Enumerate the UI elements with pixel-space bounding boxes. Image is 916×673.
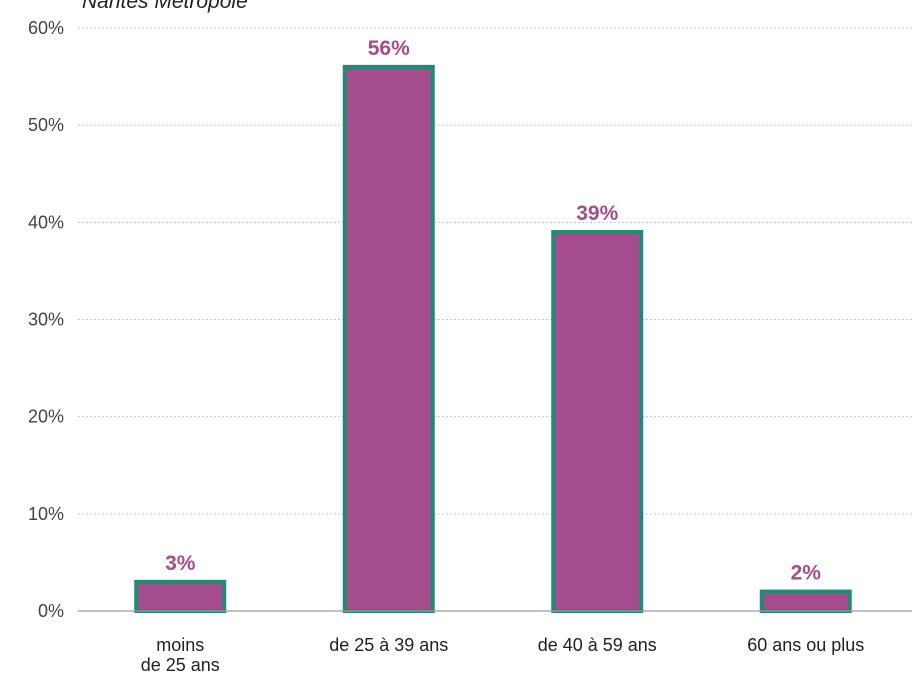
y-axis-ticks: 0% 10% 20% 30% 40% 50% 60%	[28, 18, 64, 621]
bar	[134, 579, 227, 613]
data-label: 2%	[791, 562, 822, 585]
bar	[342, 64, 435, 614]
data-label: 56%	[368, 37, 410, 60]
y-tick-label: 0%	[38, 601, 64, 621]
data-label: 39%	[576, 202, 618, 225]
chart-subtitle: Nantes Métropole	[82, 0, 248, 13]
y-tick-label: 20%	[28, 407, 64, 427]
x-tick-label: 60 ans ou plus	[747, 635, 864, 655]
y-tick-label: 10%	[28, 504, 64, 524]
bar	[551, 230, 644, 614]
data-labels: 3% 56% 39% 2%	[165, 37, 821, 585]
x-tick-label: moins	[156, 635, 204, 655]
y-tick-label: 30%	[28, 310, 64, 330]
grid-lines	[78, 27, 912, 515]
bar	[759, 589, 852, 613]
data-label: 3%	[165, 552, 196, 575]
x-tick-label: de 25 ans	[141, 655, 220, 673]
y-tick-label: 40%	[28, 212, 64, 232]
x-tick-label: de 25 à 39 ans	[329, 635, 448, 655]
y-tick-label: 60%	[28, 18, 64, 38]
x-tick-label: de 40 à 59 ans	[538, 635, 657, 655]
y-tick-label: 50%	[28, 115, 64, 135]
bars	[134, 64, 852, 614]
